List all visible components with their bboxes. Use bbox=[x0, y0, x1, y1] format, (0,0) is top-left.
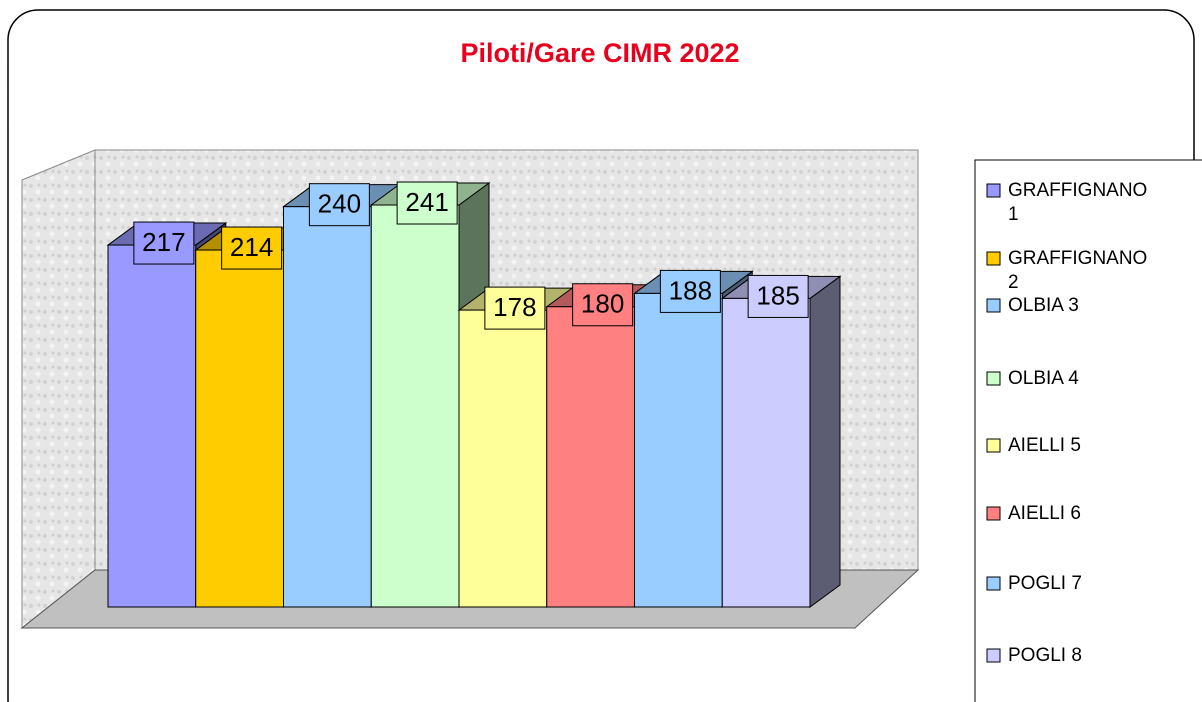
data-label: 214 bbox=[230, 232, 273, 262]
legend-swatch bbox=[986, 251, 1001, 266]
legend-label: OLBIA 3 bbox=[1008, 295, 1079, 316]
legend-label: AIELLI 5 bbox=[1008, 435, 1081, 456]
data-label: 241 bbox=[405, 187, 448, 217]
data-label-box bbox=[659, 269, 721, 313]
bar bbox=[634, 292, 723, 608]
data-label: 240 bbox=[318, 189, 361, 219]
bar bbox=[107, 244, 197, 608]
data-label: 180 bbox=[581, 289, 624, 319]
data-label-box bbox=[396, 181, 458, 225]
bar-side bbox=[809, 275, 841, 608]
legend-swatch bbox=[986, 298, 1001, 313]
data-label: 217 bbox=[142, 227, 185, 257]
data-label-box bbox=[133, 221, 195, 265]
legend-swatch bbox=[986, 183, 1001, 198]
legend-label: GRAFFIGNANO 2 bbox=[1008, 248, 1147, 293]
legend bbox=[974, 159, 1202, 702]
data-label-box bbox=[221, 226, 283, 270]
bar bbox=[721, 297, 811, 608]
legend-label: POGLI 8 bbox=[1008, 645, 1082, 666]
bar bbox=[458, 309, 548, 608]
legend-swatch bbox=[986, 576, 1001, 591]
data-label-box bbox=[572, 283, 634, 327]
legend-label: AIELLI 6 bbox=[1008, 503, 1081, 524]
bar bbox=[370, 204, 460, 608]
legend-label: POGLI 7 bbox=[1008, 573, 1082, 594]
bars: 217 214 240 241 178 180 188 185 bbox=[106, 181, 842, 608]
chart-title: Piloti/Gare CIMR 2022 bbox=[460, 38, 739, 68]
legend-swatch bbox=[986, 438, 1001, 453]
legend-swatch bbox=[986, 506, 1001, 521]
bar bbox=[283, 206, 372, 608]
data-label-box bbox=[308, 183, 370, 227]
legend-label: GRAFFIGNANO 1 bbox=[1008, 180, 1147, 225]
data-label: 188 bbox=[669, 275, 712, 305]
side-wall bbox=[21, 149, 96, 630]
legend-label: OLBIA 4 bbox=[1008, 368, 1079, 389]
legend-swatch bbox=[986, 648, 1001, 663]
data-label: 185 bbox=[756, 280, 799, 310]
bar bbox=[195, 249, 284, 608]
legend-swatch bbox=[986, 371, 1001, 386]
bar bbox=[546, 306, 635, 608]
data-label-box bbox=[484, 286, 546, 330]
data-label: 178 bbox=[493, 292, 536, 322]
data-label-box bbox=[747, 274, 809, 318]
